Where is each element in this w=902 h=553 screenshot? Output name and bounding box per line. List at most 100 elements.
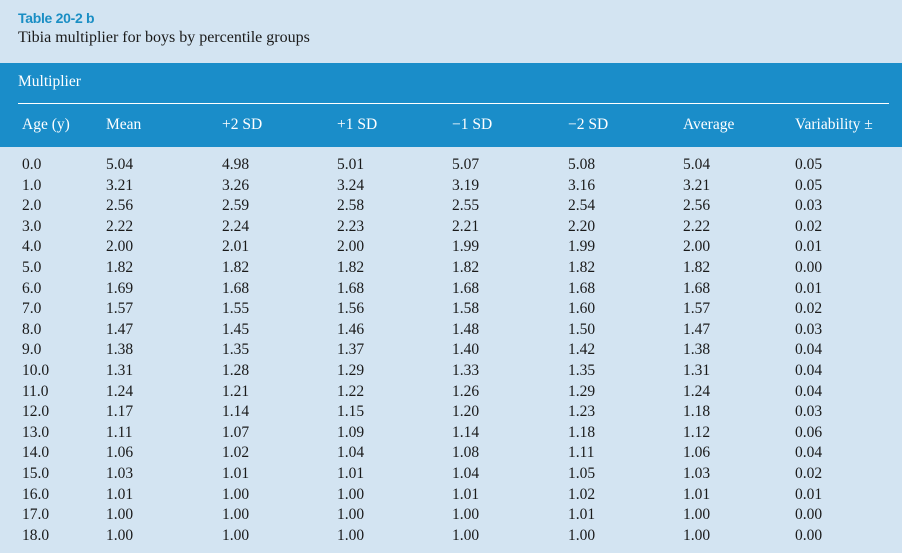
column-header-variability: Variability ± [795,116,873,133]
table-row: 17.0 1.00 1.00 1.00 1.00 1.01 1.00 0.00 [0,505,902,526]
cell-minus1sd: 1.82 [452,258,480,276]
cell-average: 1.38 [683,341,711,359]
cell-plus1sd: 1.00 [337,506,365,524]
table-row: 2.0 2.56 2.59 2.58 2.55 2.54 2.56 0.03 [0,196,902,217]
cell-minus1sd: 1.40 [452,341,480,359]
cell-variability: 0.04 [795,341,823,359]
cell-minus2sd: 1.23 [568,403,596,421]
cell-plus2sd: 1.45 [222,320,250,338]
table-caption: Table 20-2 b Tibia multiplier for boys b… [18,8,888,48]
table-row: 12.0 1.17 1.14 1.15 1.20 1.23 1.18 0.03 [0,402,902,423]
cell-mean: 1.47 [106,320,134,338]
column-header-age: Age (y) [22,116,70,133]
table-row: 5.0 1.82 1.82 1.82 1.82 1.82 1.82 0.00 [0,258,902,279]
cell-average: 1.18 [683,403,711,421]
cell-minus1sd: 1.00 [452,526,480,544]
table-row: 0.0 5.04 4.98 5.01 5.07 5.08 5.04 0.05 [0,155,902,176]
cell-plus2sd: 2.01 [222,238,250,256]
cell-minus1sd: 1.01 [452,485,480,503]
header-divider [18,103,889,104]
cell-plus1sd: 2.58 [337,197,365,215]
cell-plus2sd: 1.21 [222,382,250,400]
cell-minus2sd: 1.02 [568,485,596,503]
cell-minus2sd: 2.20 [568,217,596,235]
cell-minus2sd: 1.42 [568,341,596,359]
cell-minus1sd: 1.58 [452,300,480,318]
cell-average: 3.21 [683,176,711,194]
cell-plus2sd: 2.59 [222,197,250,215]
cell-variability: 0.03 [795,197,823,215]
cell-mean: 1.17 [106,403,134,421]
cell-plus2sd: 4.98 [222,156,250,173]
cell-mean: 2.22 [106,217,134,235]
cell-minus1sd: 2.55 [452,197,480,215]
cell-plus1sd: 1.15 [337,403,365,421]
cell-mean: 1.57 [106,300,134,318]
cell-plus2sd: 1.55 [222,300,250,318]
cell-age: 16.0 [22,485,50,503]
cell-plus1sd: 1.04 [337,444,365,462]
cell-plus1sd: 1.00 [337,485,365,503]
cell-variability: 0.01 [795,238,823,256]
cell-minus1sd: 1.26 [452,382,480,400]
cell-average: 1.06 [683,444,711,462]
cell-plus2sd: 1.07 [222,423,250,441]
cell-minus1sd: 1.14 [452,423,480,441]
column-header-minus2sd: −2 SD [568,116,609,133]
column-group-label: Multiplier [18,73,81,90]
column-header-minus1sd: −1 SD [452,116,493,133]
cell-age: 14.0 [22,444,50,462]
cell-age: 5.0 [22,258,42,276]
cell-variability: 0.02 [795,464,823,482]
table-row: 11.0 1.24 1.21 1.22 1.26 1.29 1.24 0.04 [0,382,902,403]
cell-plus2sd: 1.68 [222,279,250,297]
cell-minus2sd: 3.16 [568,176,596,194]
table-row: 4.0 2.00 2.01 2.00 1.99 1.99 2.00 0.01 [0,237,902,258]
cell-mean: 1.03 [106,464,134,482]
cell-minus2sd: 1.99 [568,238,596,256]
cell-plus1sd: 1.46 [337,320,365,338]
cell-age: 18.0 [22,526,50,544]
cell-minus2sd: 1.11 [568,444,595,462]
cell-plus2sd: 3.26 [222,176,250,194]
cell-minus2sd: 1.29 [568,382,596,400]
cell-minus1sd: 2.21 [452,217,480,235]
cell-minus2sd: 1.35 [568,361,596,379]
cell-plus2sd: 1.00 [222,506,250,524]
cell-minus1sd: 1.04 [452,464,480,482]
cell-average: 1.01 [683,485,711,503]
cell-minus1sd: 1.08 [452,444,480,462]
cell-mean: 1.11 [106,423,133,441]
cell-average: 1.57 [683,300,711,318]
cell-age: 1.0 [22,176,42,194]
cell-average: 2.56 [683,197,711,215]
cell-variability: 0.05 [795,176,823,194]
cell-average: 1.03 [683,464,711,482]
cell-plus2sd: 1.14 [222,403,250,421]
cell-minus2sd: 1.68 [568,279,596,297]
cell-average: 5.04 [683,156,711,173]
cell-plus1sd: 1.00 [337,526,365,544]
cell-average: 1.00 [683,506,711,524]
cell-plus2sd: 1.00 [222,485,250,503]
cell-variability: 0.03 [795,320,823,338]
cell-plus1sd: 1.29 [337,361,365,379]
table-title: Tibia multiplier for boys by percentile … [18,29,310,46]
cell-minus2sd: 2.54 [568,197,596,215]
cell-minus1sd: 1.48 [452,320,480,338]
cell-minus2sd: 1.01 [568,506,596,524]
cell-mean: 1.69 [106,279,134,297]
cell-plus1sd: 5.01 [337,156,365,173]
cell-minus2sd: 1.82 [568,258,596,276]
cell-plus2sd: 1.02 [222,444,250,462]
cell-mean: 5.04 [106,156,134,173]
cell-mean: 1.82 [106,258,134,276]
table-row: 15.0 1.03 1.01 1.01 1.04 1.05 1.03 0.02 [0,464,902,485]
cell-average: 1.24 [683,382,711,400]
cell-plus2sd: 1.82 [222,258,250,276]
column-header-plus1sd: +1 SD [337,116,378,133]
table-row: 7.0 1.57 1.55 1.56 1.58 1.60 1.57 0.02 [0,299,902,320]
cell-age: 15.0 [22,464,50,482]
cell-mean: 2.00 [106,238,134,256]
cell-mean: 1.01 [106,485,134,503]
